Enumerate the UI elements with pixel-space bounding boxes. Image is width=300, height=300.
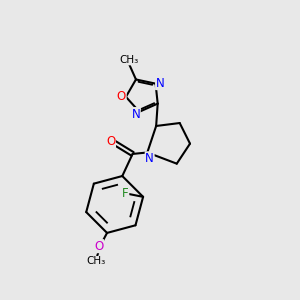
- Text: F: F: [122, 188, 129, 200]
- Text: O: O: [117, 90, 126, 103]
- Text: N: N: [131, 108, 140, 121]
- Text: N: N: [145, 152, 154, 165]
- Text: N: N: [156, 76, 164, 89]
- Text: CH₃: CH₃: [87, 256, 106, 266]
- Text: O: O: [94, 240, 104, 253]
- Text: O: O: [106, 135, 116, 148]
- Text: CH₃: CH₃: [119, 55, 138, 65]
